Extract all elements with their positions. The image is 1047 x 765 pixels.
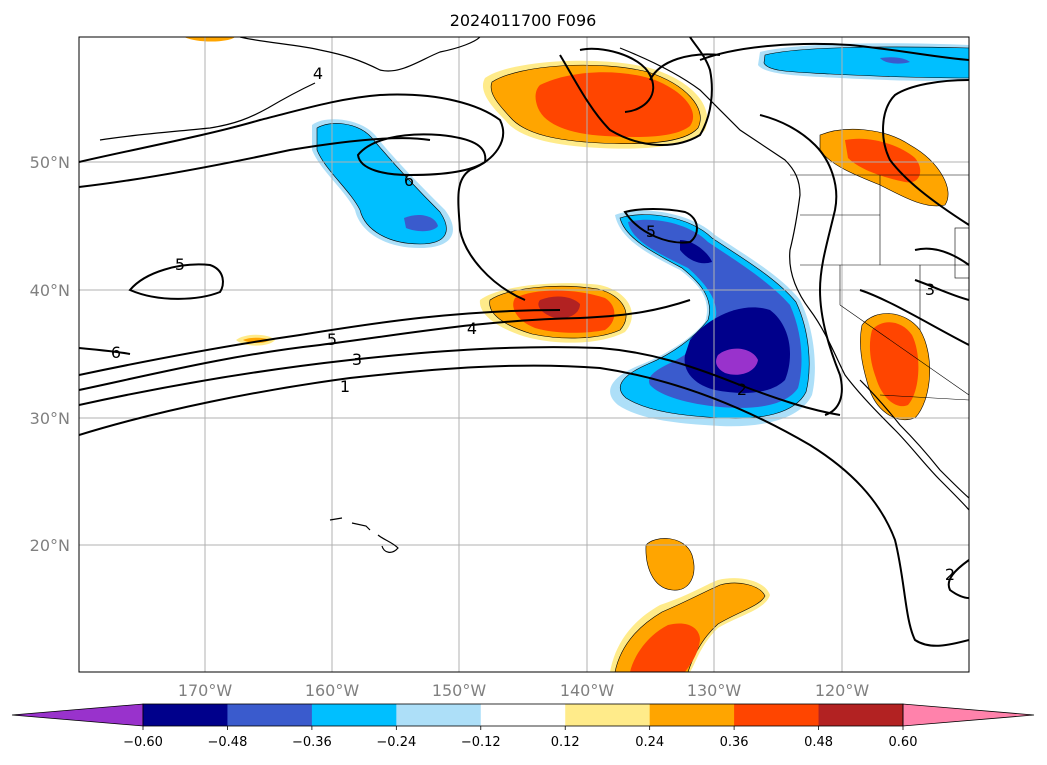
colorbar-extend-high [902,703,1035,727]
contour-5-small [128,263,224,300]
contour-5-west [79,137,431,188]
colorbar-tick-label: 0.48 [804,735,833,750]
colorbar-extend-low [11,703,144,727]
colorbar: −0.60 −0.48 −0.36 −0.24 −0.12 0.12 0.24 0.36 0.4… [11,703,1035,750]
contour-5-long [79,309,561,376]
colorbar-tick-label: −0.24 [376,735,416,750]
contour-label: 1 [340,377,350,396]
contours [79,37,969,647]
lat-label: 50°N [30,153,70,172]
anomaly-pos-subtropic-north [645,538,695,591]
contour-label: 6 [111,343,121,362]
colorbar-tick-label: 0.36 [720,735,749,750]
colorbar-segment [143,704,228,726]
lon-label: 160°W [305,681,360,700]
contour-labels: 4 6 5 5 6 5 3 1 4 2 3 2 [111,64,955,584]
colorbar-segment [565,704,651,726]
lon-label: 120°W [815,681,870,700]
colorbar-segment [227,704,313,726]
colorbar-tick-label: 0.60 [889,735,918,750]
contour-label: 3 [925,280,935,299]
contour-label: 2 [737,380,747,399]
shaded-field [184,37,969,672]
contour-6-inner [356,133,487,177]
colorbar-segment [818,704,904,726]
map-title: 2024011700 F096 [450,11,597,30]
contour-gulf-alaska [649,42,969,81]
alaska-coast [239,37,481,72]
contour-3-long [79,346,841,416]
colorbar-tick-label: −0.60 [123,735,163,750]
contour-label: 3 [352,350,362,369]
colorbar-tick-label: −0.36 [292,735,332,750]
colorbar-tick-label: 0.12 [551,735,580,750]
colorbar-segment [396,704,482,726]
bc-coast [619,47,969,511]
coastlines [99,37,969,553]
colorbar-tick-label: −0.12 [461,735,501,750]
contour-ne-low [882,79,969,226]
lat-label: 20°N [30,536,70,555]
colorbar-frame [142,703,904,727]
contour-gulf-low [579,47,655,113]
contour-label: 6 [404,171,414,190]
colorbar-segment [480,704,566,726]
contour-label: 5 [175,255,185,274]
borders [790,174,969,401]
contour-coastal-trough [759,114,843,416]
lat-label: 30°N [30,409,70,428]
contour-label: 2 [945,565,955,584]
lat-label: 40°N [30,281,70,300]
contour-north-loop [559,37,713,146]
lon-label: 170°W [178,681,233,700]
hawaii [329,517,399,553]
contour-label: 4 [467,319,477,338]
map-frame [78,36,970,673]
contour-3-east [859,247,969,346]
contour-label: 5 [327,330,337,349]
colorbar-tick-label: −0.48 [208,735,248,750]
contour-6-west [79,93,526,301]
contour-4-long [79,299,691,391]
colorbar-tick-label: 0.24 [635,735,664,750]
contour-low-5 [623,208,698,244]
lon-label: 140°W [560,681,615,700]
colorbar-segment [649,704,735,726]
lon-label: 150°W [432,681,487,700]
latitude-labels: 50°N 40°N 30°N 20°N [30,153,70,555]
map-area: 4 6 5 5 6 5 3 1 4 2 3 2 [79,37,969,672]
contour-label: 5 [646,222,656,241]
colorbar-segment [311,704,397,726]
longitude-labels: 170°W 160°W 150°W 140°W 130°W 120°W [178,681,870,700]
colorbar-segment [734,704,820,726]
contour-2-east [947,559,969,599]
contour-label: 4 [313,64,323,83]
lon-label: 130°W [687,681,742,700]
contour-1-long [79,364,969,647]
